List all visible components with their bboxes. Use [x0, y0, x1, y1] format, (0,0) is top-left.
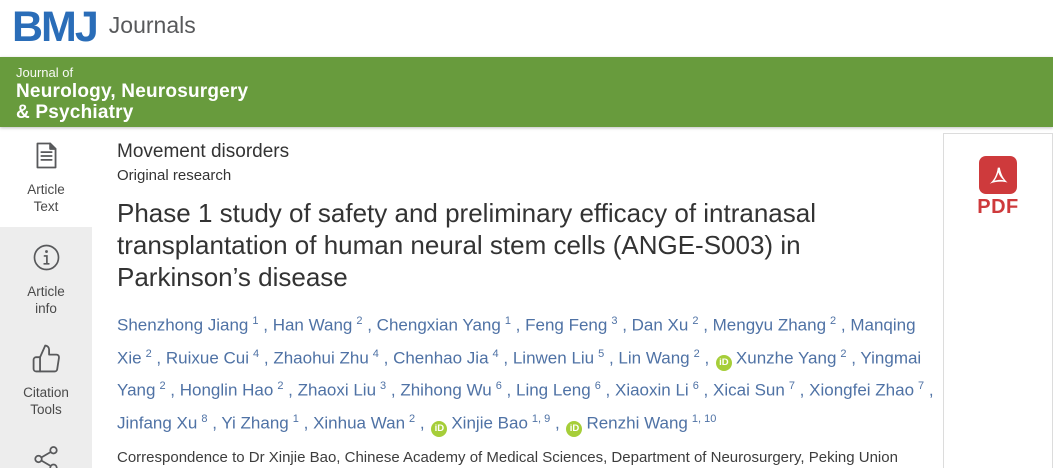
content-area: Article Text Article info Citation Tools S… [0, 127, 1053, 468]
author-link[interactable]: Feng Feng [525, 315, 608, 335]
collection-link[interactable]: Movement disorders [117, 141, 290, 162]
author-link[interactable]: Mengyu Zhang [712, 315, 827, 335]
author-affiliation-number: 2 [277, 380, 284, 393]
journal-banner[interactable]: Journal of Neurology, Neurosurgery & Psy… [0, 57, 1053, 127]
share-icon [31, 446, 61, 468]
orcid-icon[interactable]: iD [715, 355, 732, 372]
author-link[interactable]: Xunzhe Yang [735, 348, 837, 368]
author-affiliation-number: 7 [788, 380, 795, 393]
author-link[interactable]: Ruixue Cui [165, 348, 250, 368]
article-sidebar: Article Text Article info Citation Tools S… [0, 127, 92, 468]
author-list: Shenzhong Jiang 1 , Han Wang 2 , Chengxian… [117, 307, 937, 438]
author-link[interactable]: Xiaoxin Li [614, 380, 689, 400]
author-affiliation-number: 2 [145, 347, 152, 360]
author-link[interactable]: Xinhua Wan [313, 413, 406, 433]
sidebar-item-citation-tools[interactable]: Citation Tools [0, 328, 92, 429]
author-affiliation-number: 2 [409, 412, 416, 425]
author-link[interactable]: Ling Leng [516, 380, 591, 400]
site-header: BMJ Journals [0, 0, 1053, 57]
author-affiliation-number: 6 [594, 380, 601, 393]
author-affiliation-number: 4 [372, 347, 379, 360]
author-affiliation-number: 8 [201, 412, 208, 425]
author-link[interactable]: Xinjie Bao [451, 413, 528, 433]
sidebar-item-label: Article info [27, 284, 65, 316]
article-type-label: Original research [117, 167, 232, 184]
author-affiliation-number: 2 [159, 380, 166, 393]
author-link[interactable]: Shenzhong Jiang [117, 315, 249, 335]
author-link[interactable]: Han Wang [272, 315, 353, 335]
sidebar-item-article-text[interactable]: Article Text [0, 127, 92, 227]
article-main: Movement disorders Original research Pha… [92, 127, 943, 468]
author-affiliation-number: 5 [598, 347, 605, 360]
author-link[interactable]: Zhaoxi Liu [297, 380, 377, 400]
author-affiliation-number: 4 [253, 347, 260, 360]
author-link[interactable]: Manqing Xie [117, 315, 916, 368]
author-affiliation-number: 4 [492, 347, 499, 360]
correspondence-text: Correspondence to Dr Xinjie Bao, Chinese… [117, 447, 937, 468]
sidebar-item-share[interactable]: Share [0, 429, 92, 468]
orcid-icon[interactable]: iD [566, 420, 583, 437]
article-title: Phase 1 study of safety and preliminary … [117, 198, 817, 292]
author-link[interactable]: Yingmai Yang [117, 348, 922, 400]
author-affiliation-number: 3 [611, 315, 618, 327]
author-affiliation-number: 7 [918, 380, 925, 393]
author-link[interactable]: Yi Zhang [221, 413, 289, 433]
sidebar-active-section: Article Text [0, 127, 92, 227]
author-affiliation-number: 6 [692, 380, 699, 393]
author-link[interactable]: Chenhao Jia [393, 348, 489, 368]
author-affiliation-number: 1, 10 [691, 412, 717, 425]
sidebar-item-label: Citation Tools [23, 385, 69, 417]
author-affiliation-number: 2 [840, 347, 847, 360]
author-affiliation-number: 1 [504, 315, 511, 327]
info-icon [31, 244, 62, 277]
author-link[interactable]: Dan Xu [631, 315, 689, 335]
pdf-acrobat-icon [979, 156, 1017, 194]
bmj-logo[interactable]: BMJ [12, 3, 99, 51]
document-icon [31, 142, 62, 175]
sidebar-item-article-info[interactable]: Article info [0, 227, 92, 328]
author-link[interactable]: Xicai Sun [713, 380, 785, 400]
thumbs-up-icon [31, 344, 62, 378]
author-link[interactable]: Renzhi Wang [586, 413, 688, 433]
author-affiliation-number: 1 [252, 315, 259, 327]
right-rail: PDF [943, 133, 1053, 468]
sidebar-gray-section: Article info Citation Tools Share [0, 227, 92, 468]
download-pdf-button[interactable]: PDF [977, 156, 1019, 219]
pdf-label: PDF [977, 196, 1019, 218]
author-link[interactable]: Zhihong Wu [400, 380, 492, 400]
author-affiliation-number: 2 [692, 315, 699, 327]
author-affiliation-number: 2 [830, 315, 837, 327]
author-link[interactable]: Zhaohui Zhu [273, 348, 369, 368]
author-affiliation-number: 1, 9 [531, 412, 551, 425]
author-link[interactable]: Chengxian Yang [376, 315, 501, 335]
journals-wordmark: Journals [108, 12, 196, 38]
journal-kicker: Journal of [16, 65, 74, 80]
author-link[interactable]: Lin Wang [618, 348, 690, 368]
author-affiliation-number: 3 [380, 380, 387, 393]
author-affiliation-number: 2 [356, 315, 363, 327]
author-link[interactable]: Jinfang Xu [117, 413, 198, 433]
journal-title: Neurology, Neurosurgery & Psychiatry [16, 81, 249, 123]
orcid-icon[interactable]: iD [431, 420, 448, 437]
sidebar-item-label: Article Text [27, 182, 65, 214]
correspondence-segment: Correspondence to Dr Xinjie Bao, Chinese… [117, 448, 898, 466]
author-affiliation-number: 2 [693, 347, 700, 360]
author-affiliation-number: 1 [292, 412, 299, 425]
author-link[interactable]: Linwen Liu [512, 348, 595, 368]
author-link[interactable]: Honglin Hao [179, 380, 274, 400]
author-affiliation-number: 6 [495, 380, 502, 393]
author-link[interactable]: Xiongfei Zhao [809, 380, 915, 400]
